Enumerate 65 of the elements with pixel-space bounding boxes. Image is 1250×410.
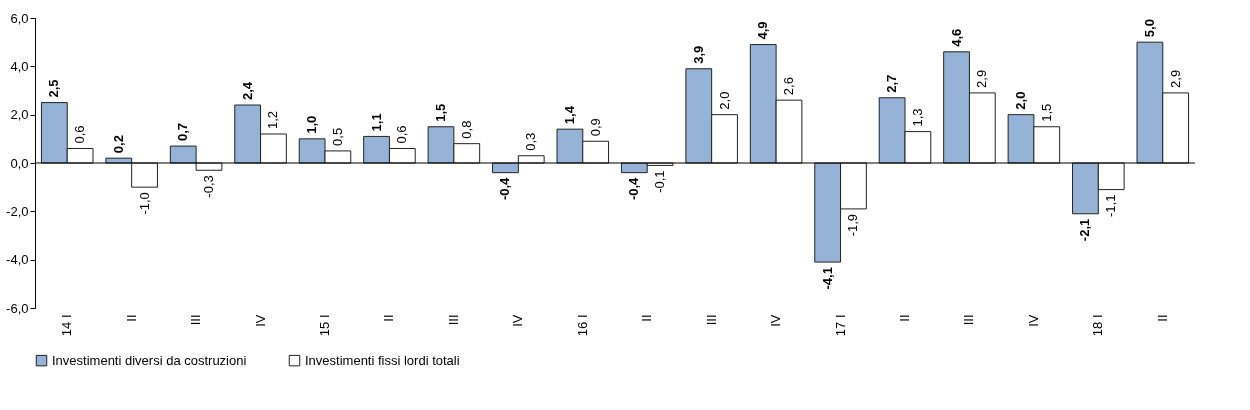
x-tick-label: III <box>703 314 719 326</box>
data-label: 2,6 <box>781 77 796 96</box>
x-tick-label: 18 I <box>1090 314 1106 337</box>
data-label: 1,0 <box>304 115 320 134</box>
y-tick-label: 0,0 <box>10 155 29 171</box>
data-label: 4,6 <box>948 28 964 47</box>
x-tick-label: IV <box>768 314 784 327</box>
data-label: 2,9 <box>974 69 990 88</box>
x-tick-label: III <box>188 314 204 326</box>
data-label: -2,1 <box>1077 218 1093 242</box>
data-label: 0,5 <box>329 127 345 146</box>
data-label: 4,9 <box>755 21 771 40</box>
data-label: 2,4 <box>239 81 255 100</box>
x-tick-label: IV <box>1025 314 1041 327</box>
bar <box>169 145 197 164</box>
data-label: 5,0 <box>1141 19 1157 38</box>
data-label: 2,0 <box>716 91 732 110</box>
data-label: -0,4 <box>626 176 642 201</box>
data-label: -4,1 <box>819 267 835 290</box>
data-label: -1,1 <box>1103 194 1119 217</box>
data-label: 1,1 <box>368 113 384 132</box>
y-tick-label: 2,0 <box>10 107 29 123</box>
data-label: 1,2 <box>265 110 281 129</box>
data-label: -1,9 <box>845 213 861 237</box>
x-tick-label: II <box>123 314 139 322</box>
x-tick-label: II <box>381 314 397 322</box>
x-tick-label: 17 I <box>832 314 848 337</box>
y-tick-label: -4,0 <box>6 252 29 268</box>
data-label: 0,6 <box>72 125 88 144</box>
bar <box>131 162 158 188</box>
data-label: -1,0 <box>136 192 152 215</box>
x-tick-label: IV <box>510 314 526 327</box>
x-tick-label: III <box>445 314 461 326</box>
data-label: 0,3 <box>523 132 539 151</box>
x-tick-label: III <box>961 314 977 326</box>
y-tick-label: 6,0 <box>10 10 29 26</box>
data-label: 2,5 <box>46 79 62 98</box>
data-label: 2,0 <box>1013 91 1028 110</box>
data-label: 0,2 <box>110 135 126 154</box>
data-label: -0,4 <box>497 176 513 201</box>
x-tick-label: II <box>1154 314 1170 322</box>
data-label: 1,4 <box>561 105 577 125</box>
x-tick-label: IV <box>252 314 268 327</box>
x-tick-label: 14 I <box>59 314 75 337</box>
y-tick-label: -2,0 <box>6 203 29 219</box>
x-tick-label: 16 I <box>574 314 590 337</box>
x-tick-label: II <box>897 314 912 322</box>
data-label: -0,3 <box>201 175 216 198</box>
data-label: 2,9 <box>1167 69 1183 88</box>
data-label: 3,9 <box>690 45 706 64</box>
legend-label: Investimenti diversi da costruzioni <box>52 352 247 368</box>
data-label: 0,9 <box>587 118 603 137</box>
x-tick-label: II <box>639 314 655 322</box>
data-label: 0,7 <box>175 123 191 142</box>
data-label: 1,5 <box>433 103 448 122</box>
legend-label: Investimenti fissi lordi totali <box>305 352 460 368</box>
data-label: 2,7 <box>884 74 900 93</box>
data-label: 1,5 <box>1038 103 1054 122</box>
x-tick-label: 15 I <box>317 314 332 337</box>
y-tick-label: 4,0 <box>10 58 29 74</box>
data-label: 1,3 <box>909 108 925 127</box>
data-label: 0,8 <box>458 120 474 139</box>
data-label: 0,6 <box>394 125 410 144</box>
data-label: -0,1 <box>652 170 668 193</box>
y-tick-label: -6,0 <box>6 300 29 316</box>
